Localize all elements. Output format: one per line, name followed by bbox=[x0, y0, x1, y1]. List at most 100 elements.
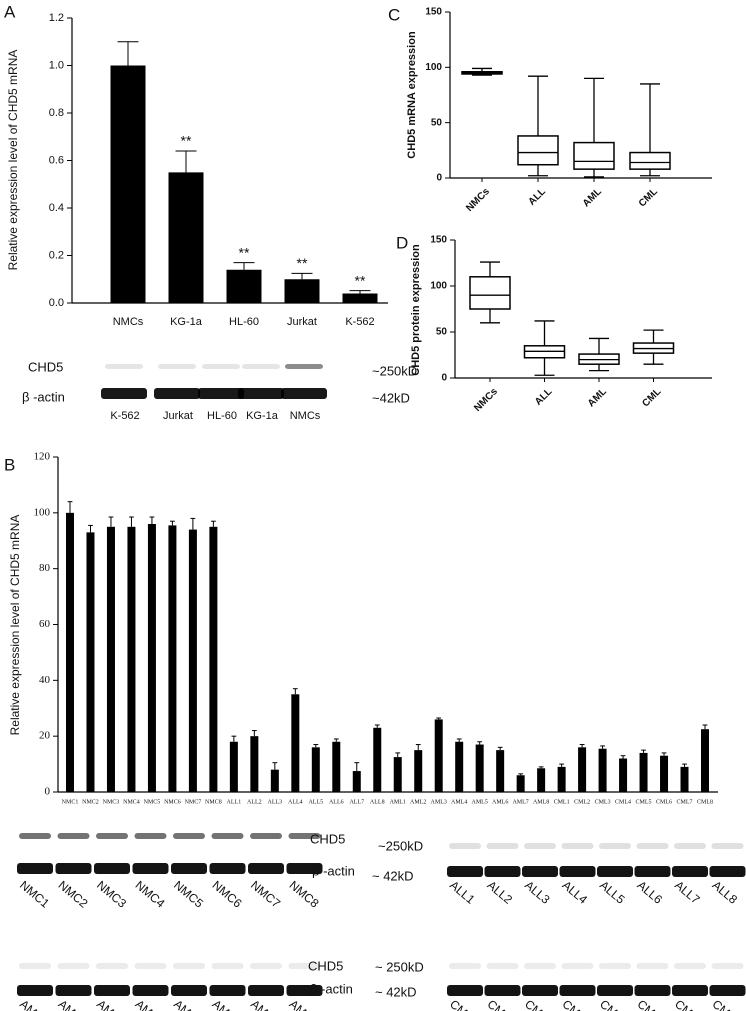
x-tick-label: ALL1 bbox=[227, 799, 242, 805]
x-tick-label: ALL bbox=[533, 386, 555, 408]
lane-label: AML2 bbox=[56, 997, 89, 1011]
lane-label: CML3 bbox=[522, 997, 556, 1011]
panel-letter: B bbox=[4, 455, 15, 474]
x-tick-label: NMC7 bbox=[185, 799, 202, 805]
y-tick-label: 100 bbox=[425, 62, 442, 73]
lane-label: NMC3 bbox=[94, 878, 129, 911]
blot-band bbox=[599, 843, 631, 849]
lane-label: ALL4 bbox=[560, 878, 591, 907]
blot-band bbox=[636, 843, 669, 849]
lane-label: CML8 bbox=[710, 997, 744, 1011]
lane-label: HL-60 bbox=[207, 410, 237, 422]
bar bbox=[86, 532, 95, 792]
bar bbox=[598, 748, 607, 792]
x-tick-label: ALL3 bbox=[268, 799, 283, 805]
y-tick-label: 20 bbox=[39, 730, 51, 742]
x-tick-label: NMCs bbox=[472, 386, 500, 414]
blot-label: ~250kD bbox=[378, 838, 423, 853]
x-tick-label: CML2 bbox=[574, 799, 590, 805]
blot-band bbox=[709, 866, 746, 877]
blot-band bbox=[94, 985, 130, 996]
x-tick-label: AML4 bbox=[451, 799, 467, 805]
bar bbox=[110, 65, 146, 303]
blot-band bbox=[674, 843, 706, 849]
lane-label: NMC8 bbox=[287, 878, 322, 911]
blot-band bbox=[561, 843, 594, 849]
blot-band bbox=[198, 388, 244, 399]
bar bbox=[284, 279, 320, 303]
blot-label: β -actin bbox=[310, 981, 353, 996]
bar bbox=[291, 694, 300, 792]
blot-band bbox=[101, 388, 147, 399]
blot-band bbox=[672, 985, 708, 996]
blot-label: β -actin bbox=[312, 863, 355, 878]
significance-label: ** bbox=[297, 255, 308, 271]
y-tick-label: 1.0 bbox=[49, 59, 64, 71]
x-tick-label: NMC4 bbox=[123, 799, 140, 805]
bar bbox=[639, 752, 648, 792]
blot-band bbox=[484, 866, 521, 877]
y-tick-label: 150 bbox=[425, 7, 442, 18]
x-tick-label: AML bbox=[586, 386, 609, 409]
bar bbox=[188, 529, 197, 792]
blot-band bbox=[711, 843, 744, 849]
blot-band bbox=[248, 863, 284, 874]
blot-band bbox=[285, 364, 323, 369]
blot-band bbox=[248, 985, 284, 996]
y-tick-label: 100 bbox=[430, 281, 447, 292]
lane-label: ALL1 bbox=[447, 878, 478, 907]
blot-band bbox=[636, 963, 669, 969]
blot-band bbox=[173, 963, 205, 969]
x-tick-label: CML6 bbox=[656, 799, 672, 805]
lane-label: CML7 bbox=[672, 997, 706, 1011]
lane-label: NMC7 bbox=[248, 878, 283, 911]
y-tick-label: 0.0 bbox=[49, 297, 64, 309]
x-tick-label: ALL bbox=[526, 186, 548, 208]
bar bbox=[537, 768, 546, 792]
blot-band bbox=[288, 963, 321, 969]
y-axis-label: CHD5 protein expression bbox=[410, 244, 422, 376]
blot-label: ~250kD bbox=[372, 363, 417, 378]
box bbox=[469, 276, 511, 310]
blot-label: ~ 250kD bbox=[375, 959, 424, 974]
blot-band bbox=[202, 364, 240, 369]
x-tick-label: CML8 bbox=[697, 799, 713, 805]
blot-band bbox=[17, 985, 53, 996]
bar bbox=[147, 524, 156, 792]
lane-label: AML5 bbox=[171, 997, 204, 1011]
lane-label: NMC2 bbox=[56, 878, 91, 911]
blot-band bbox=[134, 833, 167, 839]
x-tick-label: CML3 bbox=[595, 799, 611, 805]
blot-band bbox=[449, 963, 481, 969]
y-tick-label: 0.4 bbox=[49, 202, 64, 214]
x-tick-label: NMC6 bbox=[164, 799, 181, 805]
lane-label: AML8 bbox=[287, 997, 320, 1011]
blot-label: CHD5 bbox=[28, 359, 63, 374]
x-tick-label: ALL7 bbox=[349, 799, 364, 805]
x-tick-label: NMCs bbox=[113, 316, 144, 328]
y-tick-label: 0 bbox=[436, 173, 442, 184]
y-tick-label: 40 bbox=[39, 674, 51, 686]
y-tick-label: 100 bbox=[34, 506, 51, 518]
blot-band bbox=[173, 833, 205, 839]
lane-label: ALL5 bbox=[597, 878, 628, 907]
y-tick-label: 50 bbox=[436, 327, 448, 338]
lane-label: AML4 bbox=[133, 997, 166, 1011]
significance-label: ** bbox=[239, 244, 250, 260]
bar bbox=[414, 750, 423, 792]
x-tick-label: ALL5 bbox=[308, 799, 323, 805]
bar bbox=[127, 526, 136, 792]
x-tick-label: AML2 bbox=[410, 799, 426, 805]
lane-label: ALL8 bbox=[710, 878, 741, 907]
blot-band bbox=[674, 963, 706, 969]
x-tick-label: ALL6 bbox=[329, 799, 344, 805]
blot-band bbox=[709, 985, 746, 996]
x-tick-label: KG-1a bbox=[170, 316, 203, 328]
y-tick-label: 80 bbox=[39, 562, 51, 574]
y-axis-label: Relative expression level of CHD5 mRNA bbox=[8, 515, 22, 736]
y-axis-label: CHD5 mRNA expression bbox=[406, 31, 418, 159]
y-tick-label: 0.2 bbox=[49, 249, 64, 261]
x-tick-label: Jurkat bbox=[287, 316, 317, 328]
y-tick-label: 1.2 bbox=[49, 12, 64, 24]
x-tick-label: AML1 bbox=[390, 799, 406, 805]
